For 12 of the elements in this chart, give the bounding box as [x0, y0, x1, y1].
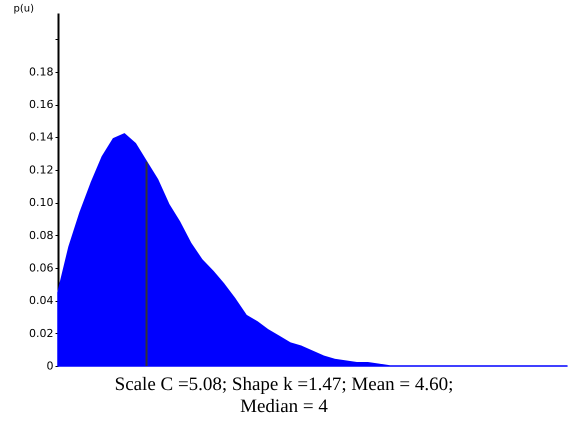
y-tick-label: 0.12 — [29, 163, 54, 176]
y-tick-label: 0.16 — [29, 98, 54, 112]
y-tick-label: 0.08 — [29, 228, 54, 242]
y-tick-label: 0.04 — [29, 294, 54, 308]
y-tick-label: 0 — [46, 360, 54, 372]
y-tick-label: 0.10 — [29, 196, 54, 210]
y-tick-label: 0.14 — [29, 130, 54, 144]
y-axis-title: p(u) — [14, 4, 34, 14]
y-tick-label: 0.02 — [29, 326, 54, 340]
text: Scale C =5.08; Shape k =1.47; Mean = 4.60; Median = 4 — [114, 374, 454, 418]
y-tick-label: 0.18 — [29, 65, 54, 78]
y-tick-label: 0.06 — [29, 261, 54, 274]
